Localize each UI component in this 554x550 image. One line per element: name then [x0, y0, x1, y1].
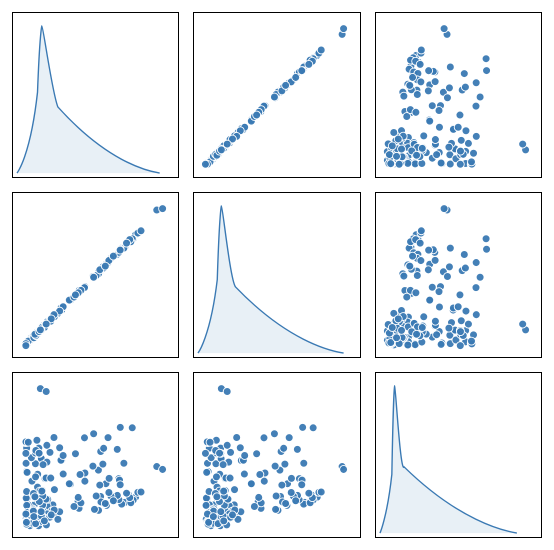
kde-plot — [13, 13, 178, 177]
panel-v2-vs-v1 — [12, 192, 179, 358]
panel-v3-vs-v1 — [12, 372, 179, 538]
panel-v3-vs-v3 — [375, 372, 542, 538]
pairplot-grid — [12, 12, 542, 538]
panel-v2-vs-v3 — [375, 192, 542, 358]
kde-plot — [194, 193, 359, 357]
panel-v1-vs-v3 — [375, 12, 542, 178]
panel-v1-vs-v2 — [193, 12, 360, 178]
scatter-plot — [13, 373, 178, 537]
scatter-plot — [376, 193, 541, 357]
panel-v1-vs-v1 — [12, 12, 179, 178]
scatter-plot — [13, 193, 178, 357]
panel-v3-vs-v2 — [193, 372, 360, 538]
kde-plot — [376, 373, 541, 537]
scatter-plot — [376, 13, 541, 177]
scatter-plot — [194, 373, 359, 537]
panel-v2-vs-v2 — [193, 192, 360, 358]
scatter-plot — [194, 13, 359, 177]
